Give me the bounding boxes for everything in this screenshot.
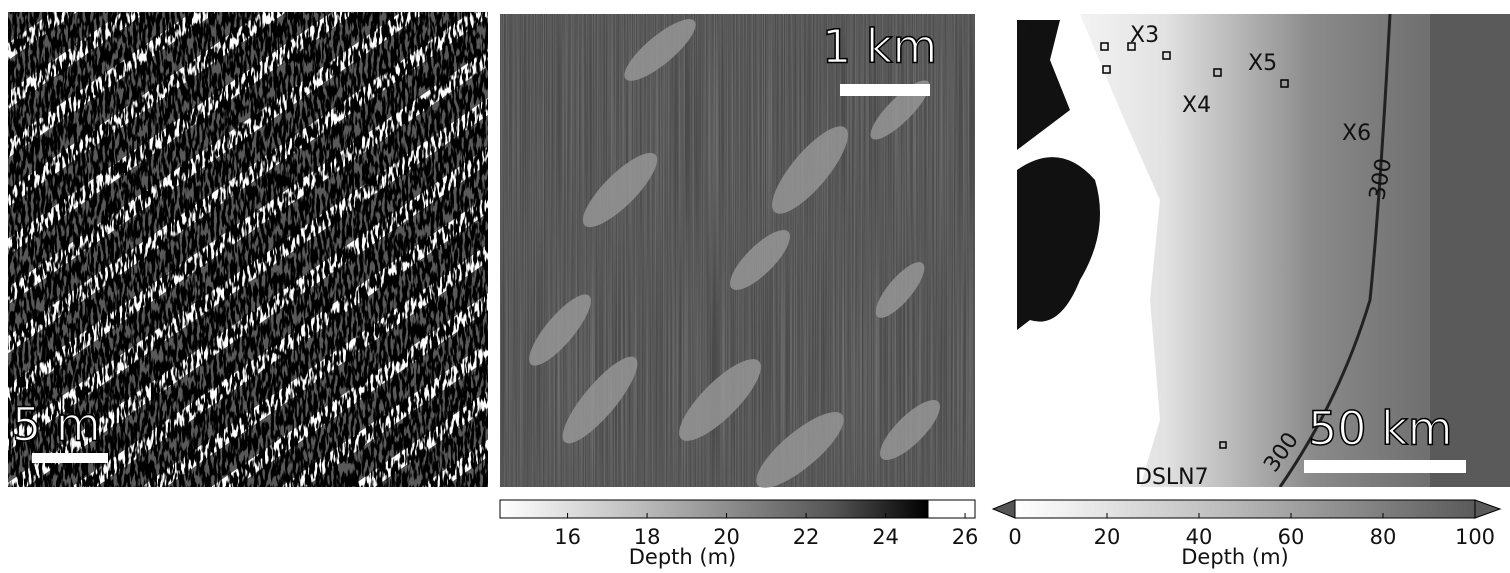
colorbar-tick-label: 60 [1278,525,1305,549]
map-label: X6 [1342,121,1371,146]
colorbar-label: Depth (m) [629,545,736,569]
colorbar-tick-label: 22 [793,525,820,549]
colorbar [499,499,976,519]
scale-label: 1 km [822,20,937,74]
map-label: X4 [1182,93,1211,118]
colorbar-arrow [991,499,1016,519]
map-label: X5 [1248,51,1277,76]
colorbar-white [927,499,976,519]
scale-bar [1304,460,1466,473]
colorbar-label: Depth (m) [1181,545,1288,569]
colorbar-tick-label: 24 [872,525,899,549]
colorbar-tick-label: 0 [1008,525,1021,549]
ripple-image: 5 m [8,12,488,487]
colorbar [1014,499,1476,519]
map-label: DSLN7 [1135,465,1209,490]
colorbar-tick-label: 20 [1094,525,1121,549]
scale-bar [840,84,930,96]
colorbar-tick-label: 100 [1455,525,1495,549]
map-label: X3 [1130,23,1159,48]
colorbar-tick-label: 18 [634,525,661,549]
colorbar-tick-label: 40 [1186,525,1213,549]
map-image: 50 km [1017,14,1510,487]
scale-label: 50 km [1308,402,1453,456]
map-label: X1 [1008,19,1037,44]
colorbar-tick-label: 80 [1370,525,1397,549]
colorbar-tick-label: 16 [554,525,581,549]
colorbar-tick-label: 20 [713,525,740,549]
colorbar-tick-label: 26 [952,525,979,549]
bathymetry-image: 1 km [500,14,975,488]
colorbar-arrow [1474,499,1502,519]
scale-label: 5 m [12,398,101,452]
scale-bar [32,453,108,463]
